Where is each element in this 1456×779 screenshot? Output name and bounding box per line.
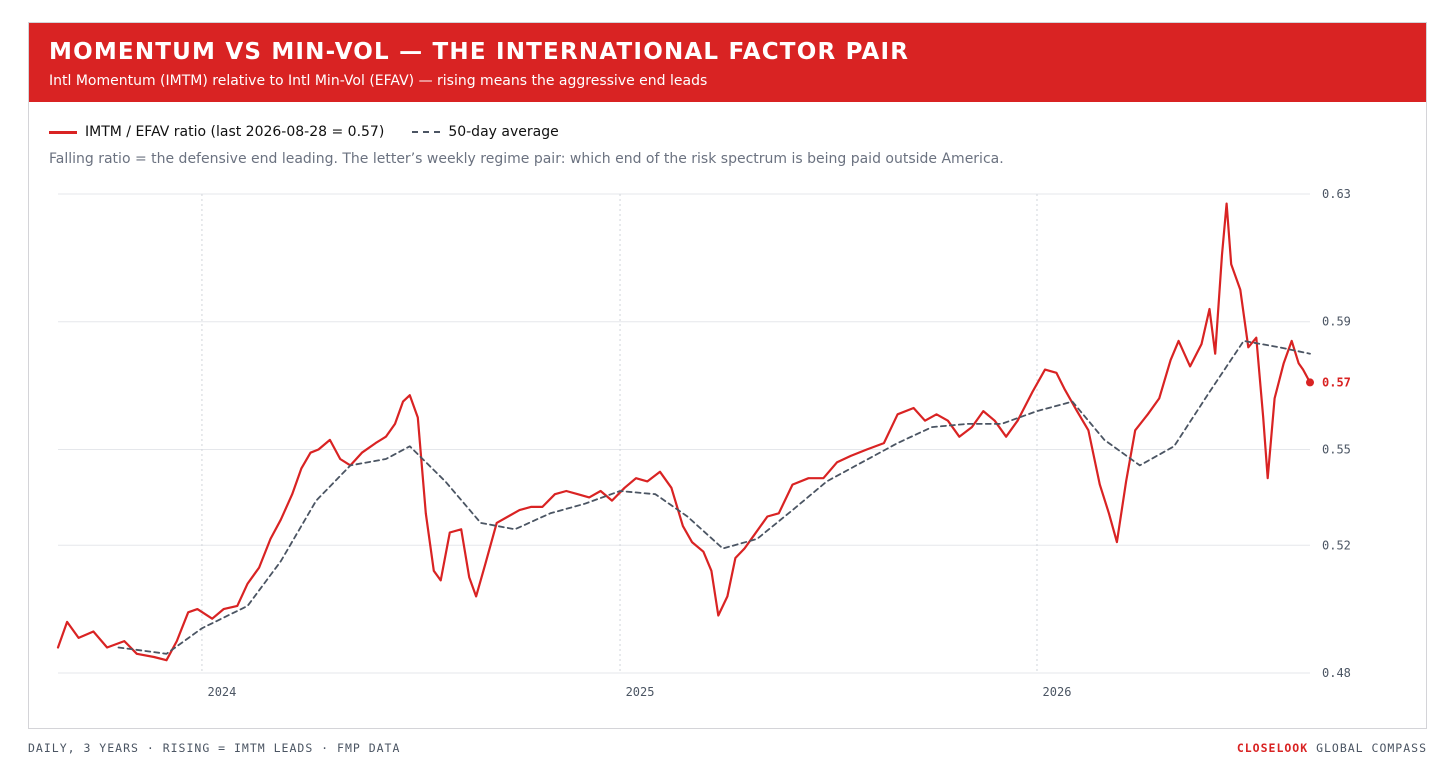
legend-label-ratio: IMTM / EFAV ratio (last 2026-08-28 = 0.5… <box>85 124 385 140</box>
chart-note: Falling ratio = the defensive end leadin… <box>49 151 1004 167</box>
legend-label-average: 50-day average <box>448 124 559 140</box>
legend: IMTM / EFAV ratio (last 2026-08-28 = 0.5… <box>49 124 587 140</box>
chart-card: MOMENTUM VS MIN-VOL — THE INTERNATIONAL … <box>28 22 1427 729</box>
x-tick-label: 2024 <box>207 685 236 699</box>
title-banner: MOMENTUM VS MIN-VOL — THE INTERNATIONAL … <box>29 23 1426 102</box>
y-tick-label: 0.63 <box>1322 187 1351 201</box>
last-value-marker <box>1306 378 1314 387</box>
y-tick-label: 0.55 <box>1322 442 1351 456</box>
legend-item-average: 50-day average <box>412 124 559 140</box>
series-line-imtm-efav-ratio <box>56 202 1312 662</box>
footer-credit: CLOSELOOK GLOBAL COMPASS <box>1237 741 1427 755</box>
legend-swatch-ratio <box>49 130 77 134</box>
y-tick-label: 0.48 <box>1322 666 1351 680</box>
last-value-label: 0.57 <box>1322 375 1351 389</box>
x-tick-label: 2025 <box>626 685 655 699</box>
legend-swatch-average <box>412 131 441 133</box>
footer-brand: CLOSELOOK <box>1236 741 1309 755</box>
footer-publication: GLOBAL COMPASS <box>1308 741 1427 755</box>
y-tick-label: 0.59 <box>1322 315 1351 329</box>
y-tick-label: 0.52 <box>1322 538 1351 552</box>
footer-caption: DAILY, 3 YEARS · RISING = IMTM LEADS · F… <box>28 741 401 755</box>
series-line-50-day-average <box>117 340 1311 655</box>
x-tick-label: 2026 <box>1043 685 1072 699</box>
chart-subtitle: Intl Momentum (IMTM) relative to Intl Mi… <box>49 73 708 89</box>
legend-item-ratio: IMTM / EFAV ratio (last 2026-08-28 = 0.5… <box>49 124 384 140</box>
chart-title: MOMENTUM VS MIN-VOL — THE INTERNATIONAL … <box>49 39 910 65</box>
